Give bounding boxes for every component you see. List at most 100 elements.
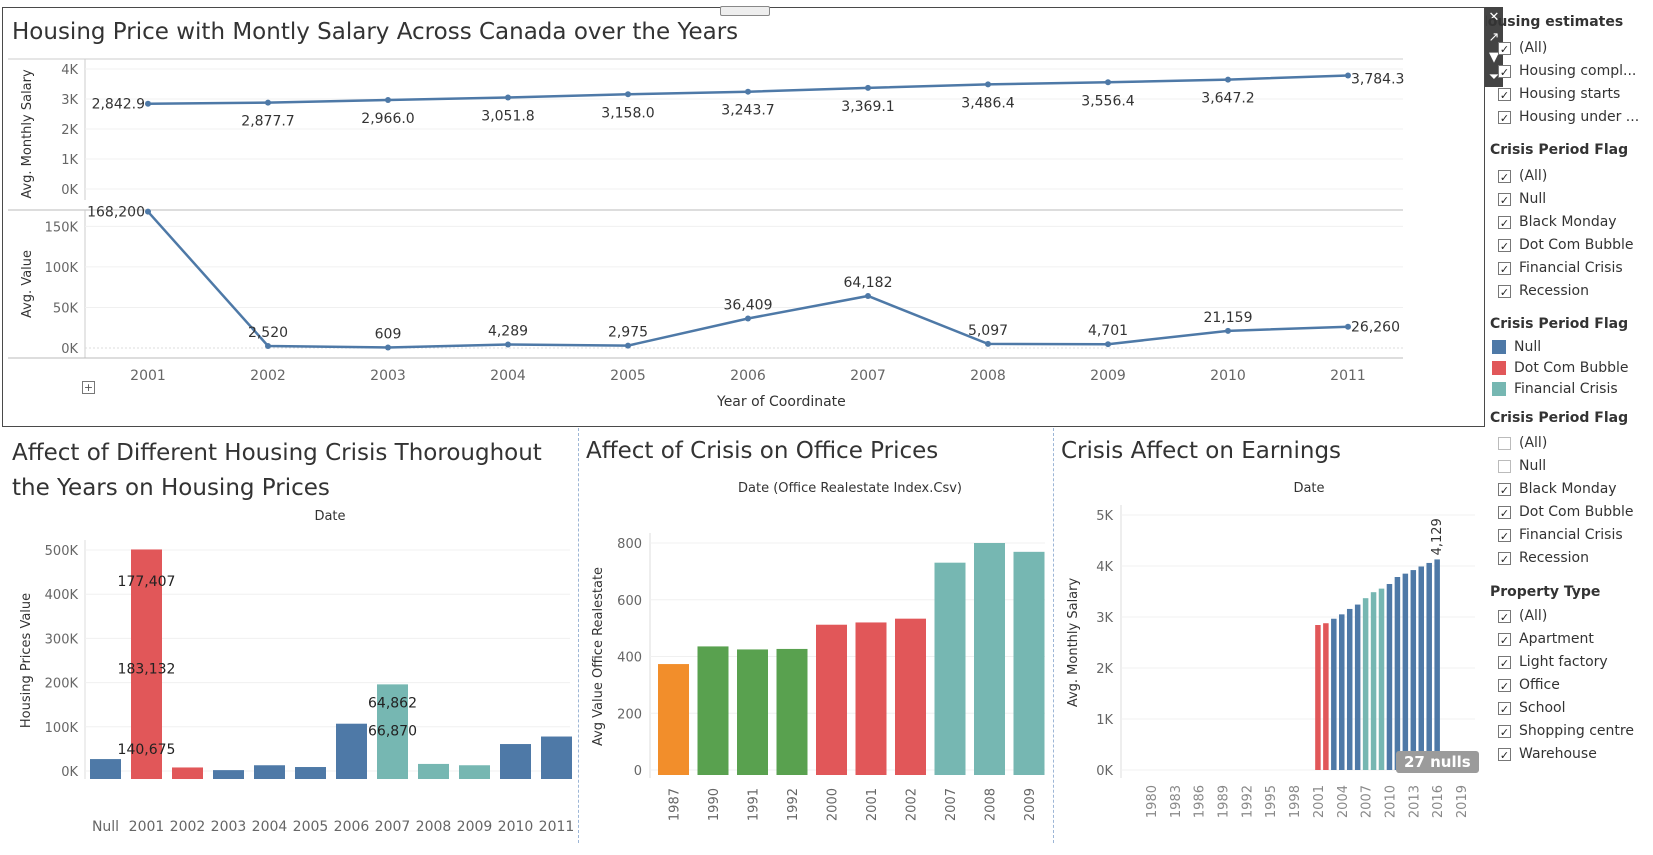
filter-option[interactable]: ✓ Apartment xyxy=(1498,629,1594,649)
filter-option[interactable]: ✓ Financial Crisis xyxy=(1498,258,1623,278)
value-point xyxy=(865,292,871,299)
filter-option[interactable]: ✓ Housing under ... xyxy=(1498,107,1639,127)
panel-divider xyxy=(1053,428,1054,843)
checkbox[interactable]: ✓ xyxy=(1498,609,1511,624)
checkbox[interactable]: ✓ xyxy=(1498,482,1511,497)
legend-item[interactable]: Null xyxy=(1492,337,1541,357)
bar xyxy=(1434,559,1440,770)
filter-option-label: (All) xyxy=(1519,40,1548,56)
y-tick-label: 200K xyxy=(45,677,79,692)
filter-option[interactable]: ✓ (All) xyxy=(1498,38,1547,58)
checkbox[interactable]: ✓ xyxy=(1498,632,1511,647)
checkbox[interactable]: ✓ xyxy=(1498,41,1511,56)
expand-icon[interactable]: + xyxy=(82,381,95,394)
filter-option-label: Black Monday xyxy=(1519,481,1617,497)
filter-option[interactable]: ✓ Black Monday xyxy=(1498,479,1617,499)
filter-option[interactable]: ✓ Dot Com Bubble xyxy=(1498,235,1633,255)
bar xyxy=(1394,577,1401,770)
filter-option[interactable]: ✓ Light factory xyxy=(1498,652,1608,672)
checkbox[interactable]: ✓ xyxy=(1498,110,1511,125)
x-tick-label: 2001 xyxy=(1312,785,1327,818)
salary-point xyxy=(985,81,991,88)
filter-option-label: Shopping centre xyxy=(1519,723,1634,739)
x-tick-label: 2002 xyxy=(250,368,286,384)
y-tick-label: 0K xyxy=(61,183,78,198)
legend-label: Dot Com Bubble xyxy=(1514,360,1629,376)
y-tick-label: 100K xyxy=(45,261,79,276)
checkbox[interactable]: ✓ xyxy=(1498,215,1511,230)
y-tick-label: 50K xyxy=(53,301,79,316)
x-tick-label: 2005 xyxy=(293,819,329,835)
x-tick-label: 1992 xyxy=(786,788,801,821)
checkbox[interactable] xyxy=(1498,459,1511,473)
bar xyxy=(90,759,121,779)
x-tick-label: 1991 xyxy=(747,788,762,821)
x-tick-label: 2003 xyxy=(211,819,247,835)
checkbox[interactable]: ✓ xyxy=(1498,87,1511,102)
drag-handle[interactable] xyxy=(720,6,770,16)
filter-option[interactable]: ✓ Recession xyxy=(1498,548,1589,568)
nulls-indicator[interactable]: 27 nulls xyxy=(1396,751,1479,773)
legend-label: Null xyxy=(1514,339,1542,355)
legend-swatch xyxy=(1492,361,1506,375)
bar xyxy=(1013,551,1045,775)
filter-option[interactable]: ✓ Financial Crisis xyxy=(1498,525,1623,545)
value-point xyxy=(1225,327,1231,334)
checkbox[interactable]: ✓ xyxy=(1498,169,1511,184)
checkbox[interactable]: ✓ xyxy=(1498,192,1511,207)
bar xyxy=(213,770,244,779)
filter-option[interactable]: ✓ Dot Com Bubble xyxy=(1498,502,1633,522)
legend-item[interactable]: Dot Com Bubble xyxy=(1492,358,1628,378)
filter-option[interactable]: ✓ Recession xyxy=(1498,281,1589,301)
salary-point xyxy=(865,84,871,91)
checkbox[interactable]: ✓ xyxy=(1498,551,1511,566)
checkbox[interactable]: ✓ xyxy=(1498,505,1511,520)
x-tick-label: 1987 xyxy=(668,788,683,821)
filter-option[interactable]: ✓ Black Monday xyxy=(1498,212,1617,232)
x-tick-label: 2006 xyxy=(334,819,370,835)
filter-option[interactable]: ✓ (All) xyxy=(1498,166,1547,186)
close-icon[interactable]: ✕ xyxy=(1485,7,1503,27)
stack-data-label: 183,132 xyxy=(118,661,176,677)
x-tick-label: 2010 xyxy=(498,819,534,835)
y-tick-label: 800 xyxy=(617,537,642,552)
value-data-label: 36,409 xyxy=(724,297,773,313)
value-data-label: 21,159 xyxy=(1204,310,1253,326)
x-tick-label: 2001 xyxy=(130,368,166,384)
bar xyxy=(131,549,162,779)
x-tick-label: 1995 xyxy=(1264,785,1279,818)
checkbox[interactable]: ✓ xyxy=(1498,64,1511,79)
checkbox[interactable]: ✓ xyxy=(1498,724,1511,739)
filter-option[interactable]: ✓ School xyxy=(1498,698,1565,718)
filter-option[interactable]: (All) xyxy=(1498,433,1547,453)
bar xyxy=(1362,598,1369,770)
filter-option[interactable]: ✓ Housing starts xyxy=(1498,84,1620,104)
checkbox[interactable]: ✓ xyxy=(1498,655,1511,670)
checkbox[interactable]: ✓ xyxy=(1498,238,1511,253)
chart-header: Date (Office Realestate Index.Csv) xyxy=(738,481,962,496)
checkbox[interactable] xyxy=(1498,436,1511,450)
x-tick-label: 2009 xyxy=(1090,368,1126,384)
filter-option[interactable]: ✓ Shopping centre xyxy=(1498,721,1634,741)
checkbox[interactable]: ✓ xyxy=(1498,678,1511,693)
bar xyxy=(1323,623,1329,770)
checkbox[interactable]: ✓ xyxy=(1498,261,1511,276)
x-tick-label: 2002 xyxy=(170,819,206,835)
property-type-header: Property Type xyxy=(1490,584,1601,600)
value-data-label: 2,520 xyxy=(248,325,288,341)
filter-option[interactable]: Null xyxy=(1498,456,1546,476)
filter-option[interactable]: ✓ Housing compl... xyxy=(1498,61,1636,81)
filter-option[interactable]: ✓ Office xyxy=(1498,675,1560,695)
filter-option[interactable]: ✓ (All) xyxy=(1498,606,1547,626)
checkbox[interactable]: ✓ xyxy=(1498,747,1511,762)
filter-option[interactable]: ✓ Warehouse xyxy=(1498,744,1597,764)
checkbox[interactable]: ✓ xyxy=(1498,701,1511,716)
checkbox[interactable]: ✓ xyxy=(1498,284,1511,299)
x-tick-label: 2004 xyxy=(490,368,526,384)
checkbox[interactable]: ✓ xyxy=(1498,528,1511,543)
top-chart-svg: 0K 1K 2K 3K 4K Avg. Monthly Salary 2,842.9 2,87… xyxy=(8,58,1404,384)
salary-data-label: 3,486.4 xyxy=(961,95,1015,111)
legend-item[interactable]: Financial Crisis xyxy=(1492,379,1618,399)
x-tick-label: 1998 xyxy=(1288,785,1303,818)
filter-option[interactable]: ✓ Null xyxy=(1498,189,1546,209)
